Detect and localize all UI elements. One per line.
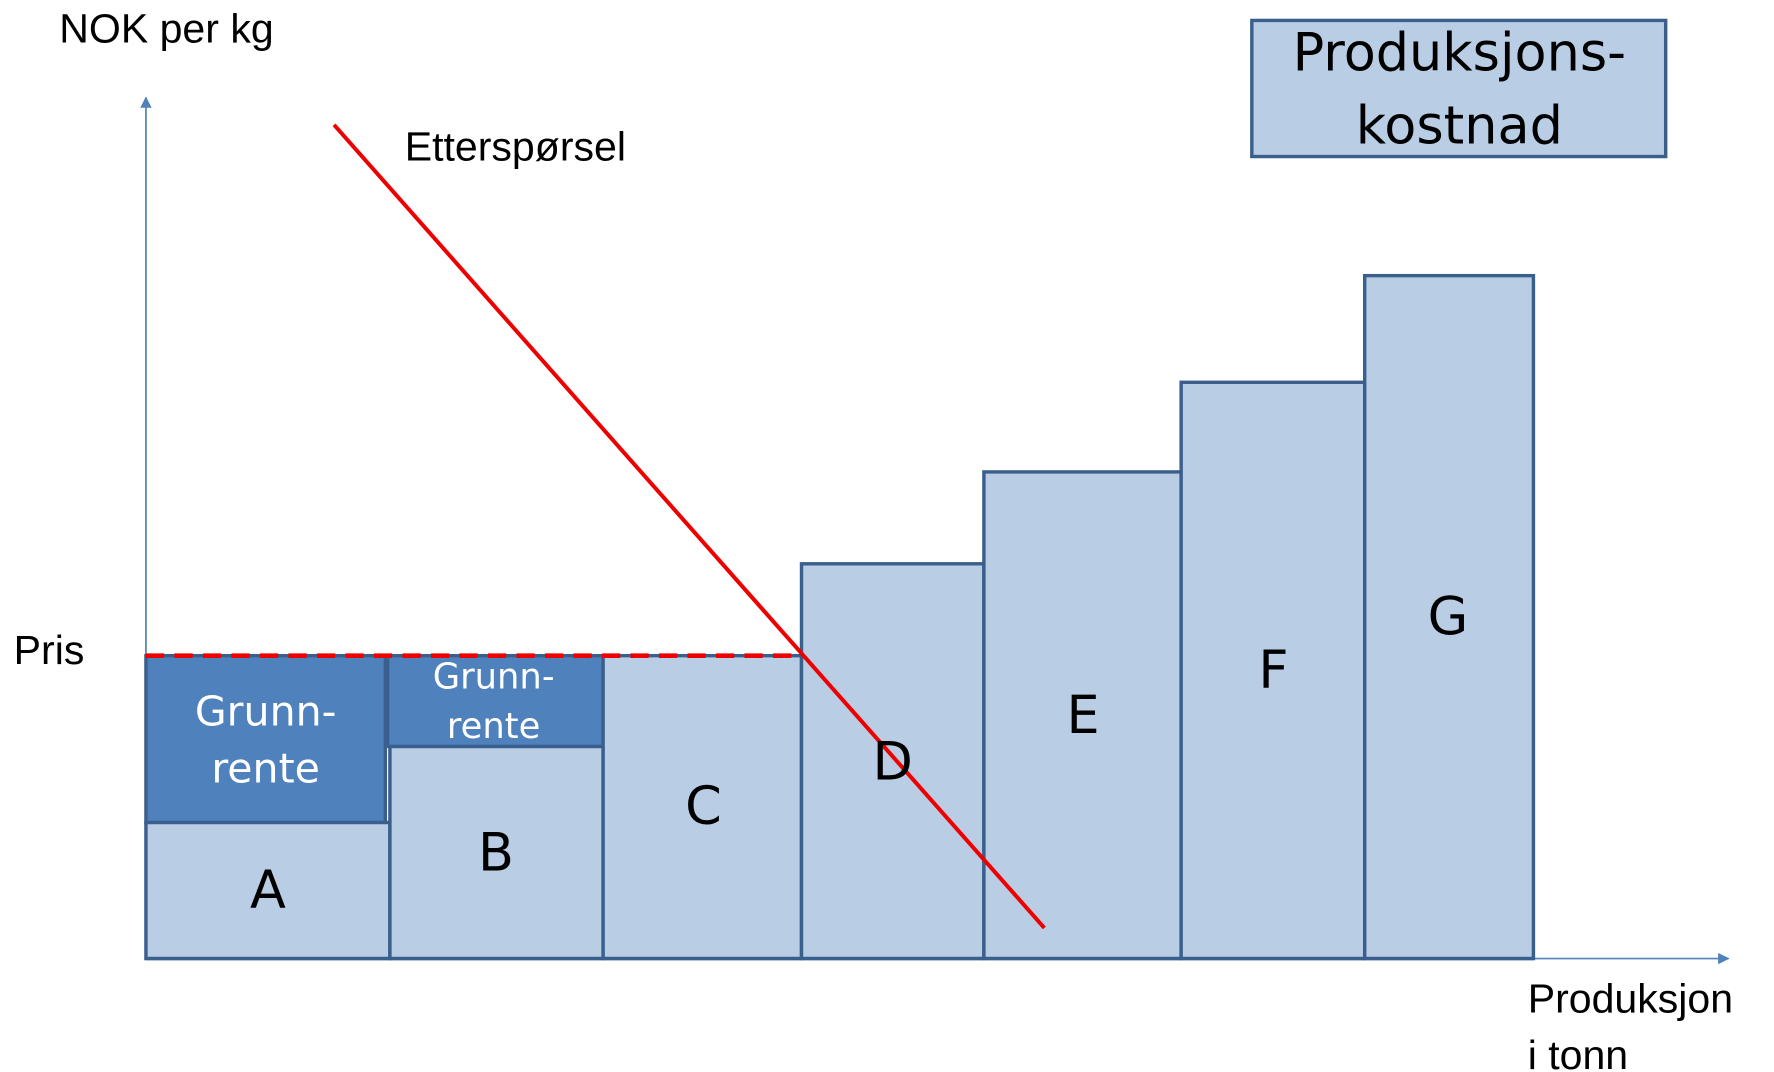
block-c: [601, 653, 804, 961]
ground-rent-b: [385, 653, 605, 749]
block-f: [1179, 380, 1367, 961]
demand-label: Etterspørsel: [405, 124, 626, 170]
block-label: B: [478, 823, 514, 884]
price-label: Pris: [14, 627, 85, 673]
legend-text: Produksjons-: [1293, 23, 1626, 84]
block-label: C: [685, 776, 722, 837]
legend-text: kostnad: [1356, 95, 1563, 156]
block-a: [144, 820, 392, 961]
block-e: [982, 470, 1183, 961]
x-axis-label: Produksjon: [1528, 976, 1733, 1022]
block-label: D: [873, 732, 913, 793]
ground-rent-label: rente: [447, 706, 540, 747]
legend-box: [1250, 18, 1668, 159]
block-label: E: [1067, 685, 1100, 746]
block-label: A: [250, 860, 286, 921]
ground-rent-a: [144, 653, 388, 825]
y-axis-label: NOK per kg: [59, 6, 273, 52]
block-label: G: [1428, 587, 1469, 648]
x-axis-label: i tonn: [1528, 1032, 1628, 1072]
block-label: F: [1258, 640, 1288, 701]
ground-rent-label: Grunn-: [433, 656, 555, 697]
ground-rent-label: Grunn-: [195, 688, 337, 736]
ground-rent-label: rente: [211, 744, 320, 792]
demand-line: [332, 123, 1046, 930]
